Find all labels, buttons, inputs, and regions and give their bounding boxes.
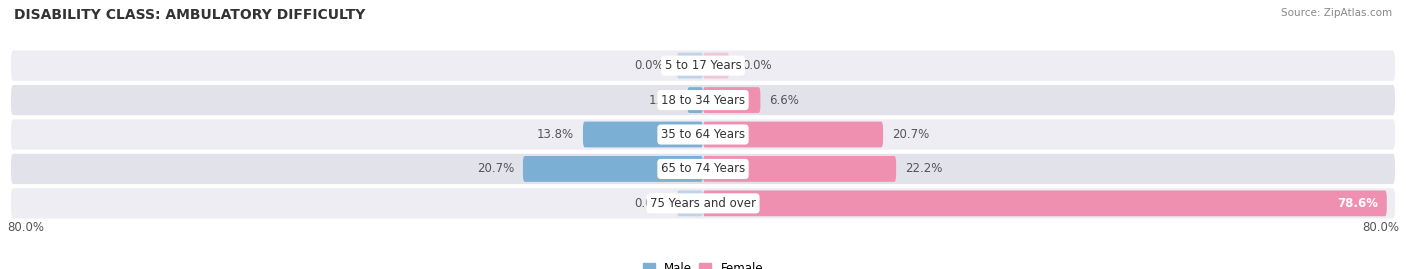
Text: 0.0%: 0.0% (742, 59, 772, 72)
FancyBboxPatch shape (688, 87, 703, 113)
Text: 0.0%: 0.0% (634, 197, 664, 210)
Text: 5 to 17 Years: 5 to 17 Years (665, 59, 741, 72)
Text: 18 to 34 Years: 18 to 34 Years (661, 94, 745, 107)
Text: 20.7%: 20.7% (477, 162, 515, 175)
Text: 78.6%: 78.6% (1337, 197, 1378, 210)
FancyBboxPatch shape (703, 87, 761, 113)
Text: 22.2%: 22.2% (905, 162, 942, 175)
Text: Source: ZipAtlas.com: Source: ZipAtlas.com (1281, 8, 1392, 18)
Text: 75 Years and over: 75 Years and over (650, 197, 756, 210)
Text: 80.0%: 80.0% (7, 221, 44, 233)
FancyBboxPatch shape (10, 153, 1396, 185)
Legend: Male, Female: Male, Female (638, 258, 768, 269)
Text: 13.8%: 13.8% (537, 128, 574, 141)
FancyBboxPatch shape (703, 156, 896, 182)
Text: DISABILITY CLASS: AMBULATORY DIFFICULTY: DISABILITY CLASS: AMBULATORY DIFFICULTY (14, 8, 366, 22)
Text: 65 to 74 Years: 65 to 74 Years (661, 162, 745, 175)
FancyBboxPatch shape (583, 122, 703, 147)
Text: 80.0%: 80.0% (1362, 221, 1399, 233)
Text: 35 to 64 Years: 35 to 64 Years (661, 128, 745, 141)
Text: 20.7%: 20.7% (891, 128, 929, 141)
Text: 0.0%: 0.0% (634, 59, 664, 72)
FancyBboxPatch shape (523, 156, 703, 182)
FancyBboxPatch shape (10, 187, 1396, 220)
FancyBboxPatch shape (703, 53, 730, 79)
FancyBboxPatch shape (703, 122, 883, 147)
FancyBboxPatch shape (703, 190, 1386, 216)
FancyBboxPatch shape (10, 118, 1396, 151)
Text: 6.6%: 6.6% (769, 94, 799, 107)
FancyBboxPatch shape (10, 84, 1396, 116)
FancyBboxPatch shape (10, 49, 1396, 82)
Text: 1.8%: 1.8% (650, 94, 679, 107)
FancyBboxPatch shape (676, 190, 703, 216)
FancyBboxPatch shape (676, 53, 703, 79)
